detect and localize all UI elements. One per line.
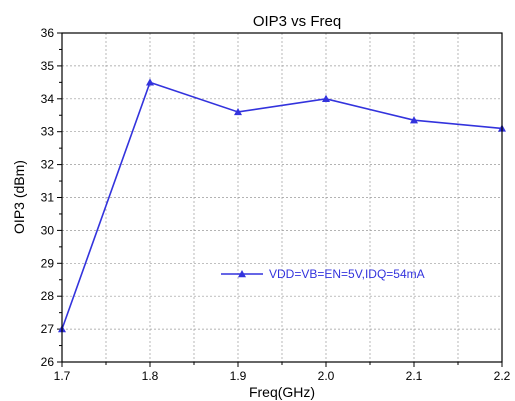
x-axis-label: Freq(GHz) bbox=[249, 384, 315, 400]
data-point-marker bbox=[410, 116, 418, 124]
x-tick-label: 2.1 bbox=[406, 369, 423, 383]
chart-title: OIP3 vs Freq bbox=[253, 13, 341, 30]
data-point-marker bbox=[322, 94, 330, 102]
legend: VDD=VB=EN=5V,IDQ=54mA bbox=[221, 267, 425, 281]
x-tick-label: 1.7 bbox=[54, 369, 71, 383]
y-tick-label: 28 bbox=[41, 289, 55, 303]
grid bbox=[62, 33, 502, 362]
y-tick-label: 33 bbox=[41, 125, 55, 139]
x-tick-label: 1.8 bbox=[142, 369, 159, 383]
legend-marker bbox=[238, 270, 246, 278]
y-tick-label: 31 bbox=[41, 191, 55, 205]
series-line bbox=[61, 81, 503, 330]
y-tick-label: 34 bbox=[41, 92, 55, 106]
y-tick-label: 35 bbox=[41, 59, 55, 73]
data-point-marker bbox=[146, 78, 154, 86]
data-point-marker bbox=[234, 107, 242, 116]
x-tick-label: 1.9 bbox=[230, 369, 247, 383]
x-tick-label: 2.0 bbox=[318, 369, 335, 383]
y-tick-label: 27 bbox=[41, 322, 55, 336]
y-tick-label: 36 bbox=[41, 26, 55, 40]
y-axis-label: OIP3 (dBm) bbox=[11, 160, 27, 234]
x-tick-label: 2.2 bbox=[494, 369, 511, 383]
y-tick-label: 29 bbox=[41, 256, 55, 270]
y-tick-label: 26 bbox=[41, 355, 55, 369]
plot-frame bbox=[61, 32, 503, 363]
series-layer bbox=[58, 78, 506, 333]
y-tick-label: 32 bbox=[41, 158, 55, 172]
y-tick-label: 30 bbox=[41, 223, 55, 237]
legend-label: VDD=VB=EN=5V,IDQ=54mA bbox=[269, 267, 425, 281]
